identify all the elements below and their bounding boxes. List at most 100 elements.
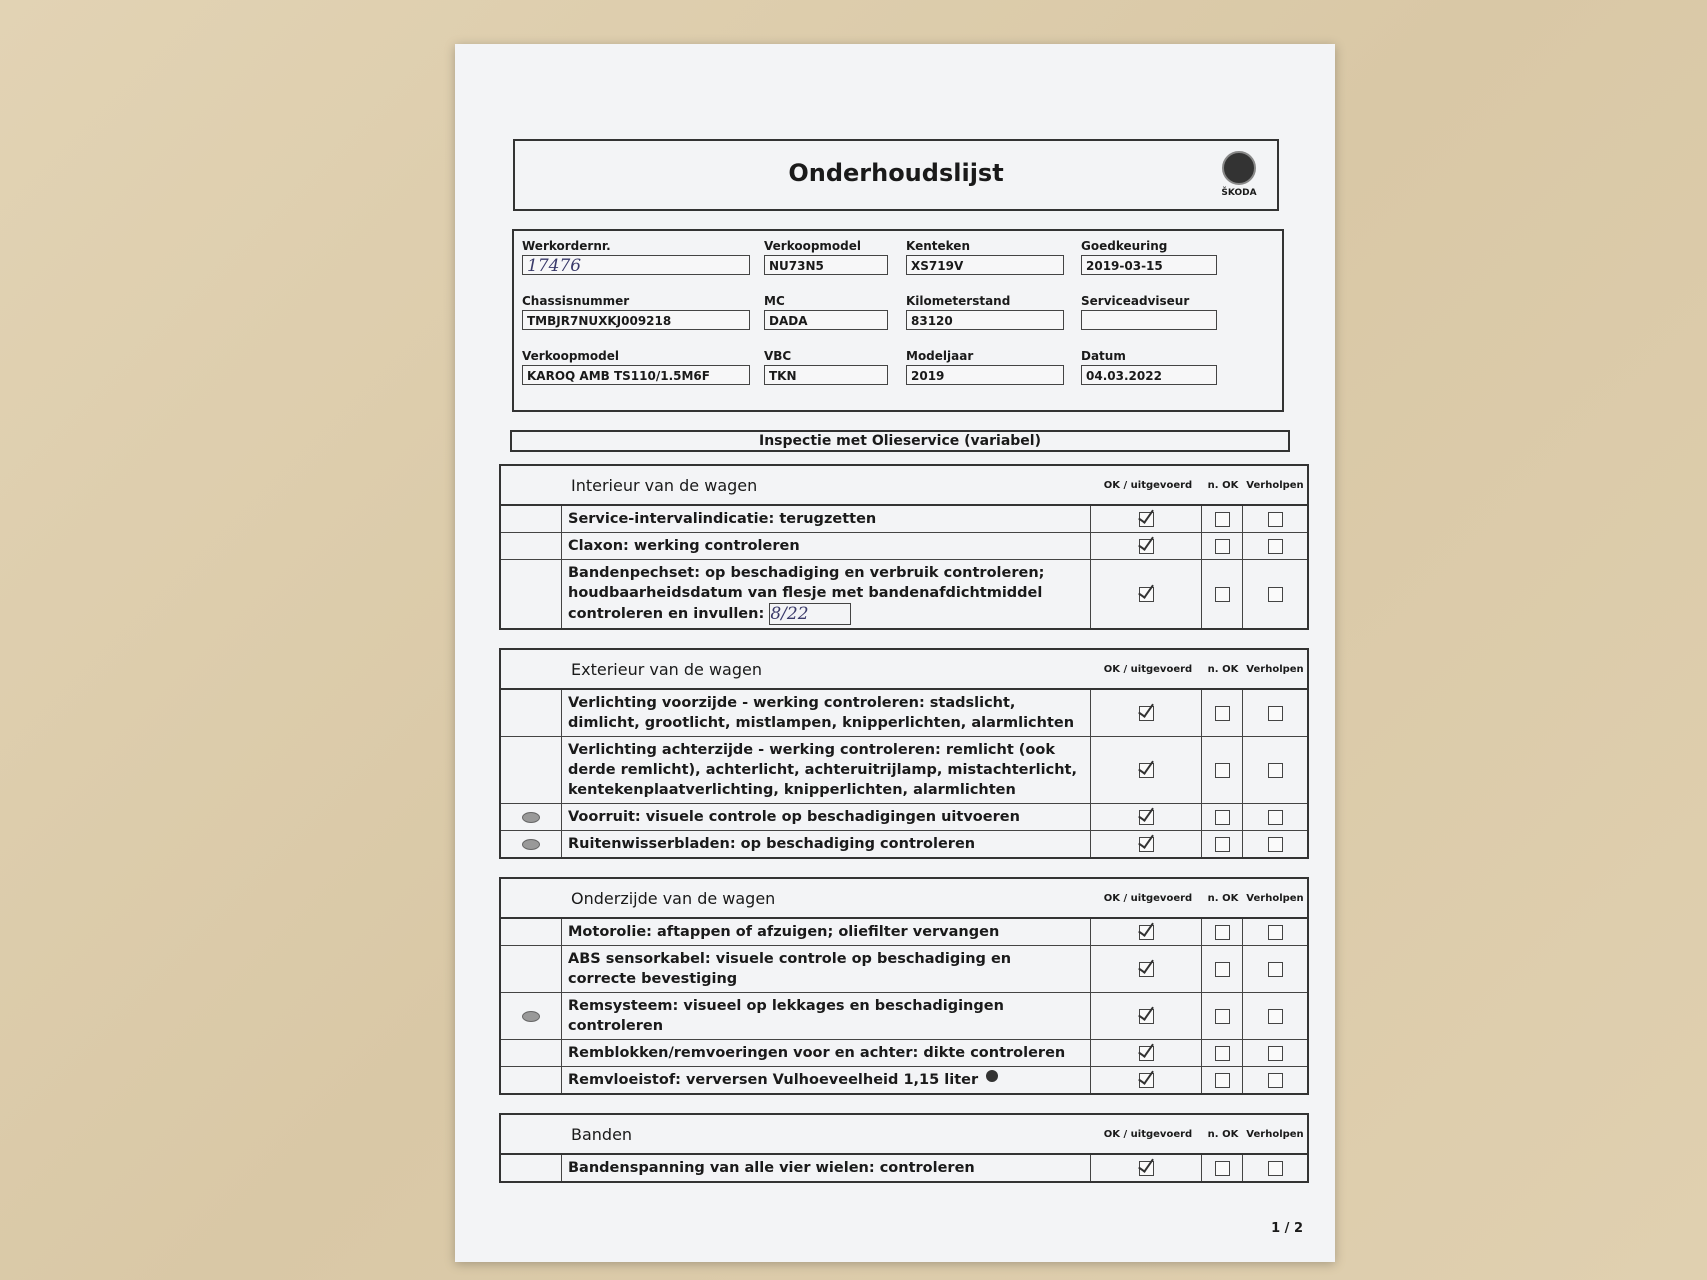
field-value[interactable]: 17476 xyxy=(522,255,750,276)
field-value[interactable]: 83120 xyxy=(906,310,1064,330)
ok-cell xyxy=(1091,946,1202,992)
section-title: Interieur van de wagen xyxy=(571,475,758,495)
row-marker xyxy=(501,506,562,532)
nok-checkbox[interactable] xyxy=(1214,586,1230,602)
section-exterieur-van-de-wagen: Exterieur van de wagen OK / uitgevoerd n… xyxy=(499,648,1309,859)
ok-checkbox[interactable] xyxy=(1138,1008,1154,1024)
ok-cell xyxy=(1091,1067,1202,1093)
checklist-row: Remsysteem: visueel op lekkages en besch… xyxy=(501,992,1307,1039)
fixed-cell xyxy=(1243,946,1307,992)
row-description: Verlichting achterzijde - werking contro… xyxy=(568,742,1077,798)
checklist-row: Bandenspanning van alle vier wielen: con… xyxy=(501,1155,1307,1181)
fixed-checkbox[interactable] xyxy=(1267,809,1283,825)
nok-checkbox[interactable] xyxy=(1214,1160,1230,1176)
fixed-checkbox[interactable] xyxy=(1267,924,1283,940)
fixed-checkbox[interactable] xyxy=(1267,1072,1283,1088)
fixed-checkbox[interactable] xyxy=(1267,1160,1283,1176)
nok-checkbox[interactable] xyxy=(1214,836,1230,852)
ok-cell xyxy=(1091,690,1202,736)
row-description: ABS sensorkabel: visuele controle op bes… xyxy=(568,951,1012,987)
row-text: Motorolie: aftappen of afzuigen; oliefil… xyxy=(562,919,1091,945)
row-marker xyxy=(501,804,562,830)
field-value[interactable]: 04.03.2022 xyxy=(1081,365,1217,385)
col-fixed-header: Verholpen xyxy=(1246,1128,1304,1140)
fixed-checkbox[interactable] xyxy=(1267,1045,1283,1061)
checklist-row: Service-intervalindicatie: terugzetten xyxy=(501,506,1307,532)
field-value[interactable]: NU73N5 xyxy=(764,255,888,275)
row-marker xyxy=(501,560,562,628)
expiry-date-input[interactable]: 8/22 xyxy=(769,603,852,625)
nok-cell xyxy=(1202,533,1243,559)
field-modeljaar: Modeljaar 2019 xyxy=(906,349,1064,385)
fixed-checkbox[interactable] xyxy=(1267,1008,1283,1024)
checklist-row: Claxon: werking controleren xyxy=(501,532,1307,559)
fixed-checkbox[interactable] xyxy=(1267,762,1283,778)
fixed-checkbox[interactable] xyxy=(1267,538,1283,554)
fixed-checkbox[interactable] xyxy=(1267,705,1283,721)
ok-checkbox[interactable] xyxy=(1138,705,1154,721)
nok-checkbox[interactable] xyxy=(1214,809,1230,825)
fixed-checkbox[interactable] xyxy=(1267,836,1283,852)
field-value[interactable] xyxy=(1081,310,1217,330)
field-value[interactable]: TMBJR7NUXKJ009218 xyxy=(522,310,750,330)
fixed-cell xyxy=(1243,506,1307,532)
ok-checkbox[interactable] xyxy=(1138,961,1154,977)
nok-checkbox[interactable] xyxy=(1214,1008,1230,1024)
field-value[interactable]: KAROQ AMB TS110/1.5M6F xyxy=(522,365,750,385)
row-text: Verlichting achterzijde - werking contro… xyxy=(562,737,1091,803)
nok-checkbox[interactable] xyxy=(1214,1072,1230,1088)
field-value[interactable]: XS719V xyxy=(906,255,1064,275)
ok-cell xyxy=(1091,506,1202,532)
nok-checkbox[interactable] xyxy=(1214,511,1230,527)
field-label: Chassisnummer xyxy=(522,294,630,308)
col-fixed-header: Verholpen xyxy=(1246,663,1304,675)
nok-checkbox[interactable] xyxy=(1214,961,1230,977)
field-label: Kenteken xyxy=(906,239,970,253)
fixed-cell xyxy=(1243,804,1307,830)
nok-checkbox[interactable] xyxy=(1214,538,1230,554)
ok-checkbox[interactable] xyxy=(1138,586,1154,602)
nok-cell xyxy=(1202,506,1243,532)
row-text: Ruitenwisserbladen: op beschadiging cont… xyxy=(562,831,1091,857)
nok-checkbox[interactable] xyxy=(1214,924,1230,940)
section-interieur-van-de-wagen: Interieur van de wagen OK / uitgevoerd n… xyxy=(499,464,1309,630)
field-label: Kilometerstand xyxy=(906,294,1011,308)
ok-checkbox[interactable] xyxy=(1138,538,1154,554)
ok-checkbox[interactable] xyxy=(1138,924,1154,940)
col-ok-header: OK / uitgevoerd xyxy=(1103,1128,1193,1140)
ok-checkbox[interactable] xyxy=(1138,809,1154,825)
service-type-banner: Inspectie met Olieservice (variabel) xyxy=(510,430,1290,452)
field-verkoopmodel: Verkoopmodel KAROQ AMB TS110/1.5M6F xyxy=(522,349,750,385)
row-text: Claxon: werking controleren xyxy=(562,533,1091,559)
fixed-checkbox[interactable] xyxy=(1267,586,1283,602)
field-value[interactable]: DADA xyxy=(764,310,888,330)
ok-cell xyxy=(1091,1040,1202,1066)
section-title: Banden xyxy=(571,1124,633,1144)
row-description: Motorolie: aftappen of afzuigen; oliefil… xyxy=(568,924,1000,940)
field-value[interactable]: TKN xyxy=(764,365,888,385)
checklist-row: Remvloeistof: verversen Vulhoeveelheid 1… xyxy=(501,1066,1307,1093)
nok-checkbox[interactable] xyxy=(1214,705,1230,721)
fixed-checkbox[interactable] xyxy=(1267,511,1283,527)
ok-checkbox[interactable] xyxy=(1138,511,1154,527)
ok-checkbox[interactable] xyxy=(1138,1160,1154,1176)
field-label: Verkoopmodel xyxy=(764,239,862,253)
row-description: Remblokken/remvoeringen voor en achter: … xyxy=(568,1045,1066,1061)
checklist-row: ABS sensorkabel: visuele controle op bes… xyxy=(501,945,1307,992)
field-value[interactable]: 2019-03-15 xyxy=(1081,255,1217,275)
ok-checkbox[interactable] xyxy=(1138,1045,1154,1061)
row-text: Remblokken/remvoeringen voor en achter: … xyxy=(562,1040,1091,1066)
ok-checkbox[interactable] xyxy=(1138,836,1154,852)
field-value[interactable]: 2019 xyxy=(906,365,1064,385)
ok-checkbox[interactable] xyxy=(1138,1072,1154,1088)
nok-checkbox[interactable] xyxy=(1214,762,1230,778)
field-mc: MC DADA xyxy=(764,294,888,330)
nok-checkbox[interactable] xyxy=(1214,1045,1230,1061)
ok-checkbox[interactable] xyxy=(1138,762,1154,778)
form-title: Onderhoudslijst xyxy=(788,159,1004,187)
row-text: Remvloeistof: verversen Vulhoeveelheid 1… xyxy=(562,1067,1091,1093)
fixed-checkbox[interactable] xyxy=(1267,961,1283,977)
field-verkoopmodel: Verkoopmodel NU73N5 xyxy=(764,239,888,275)
row-marker xyxy=(501,919,562,945)
checklist-sections: Interieur van de wagen OK / uitgevoerd n… xyxy=(499,464,1309,1183)
